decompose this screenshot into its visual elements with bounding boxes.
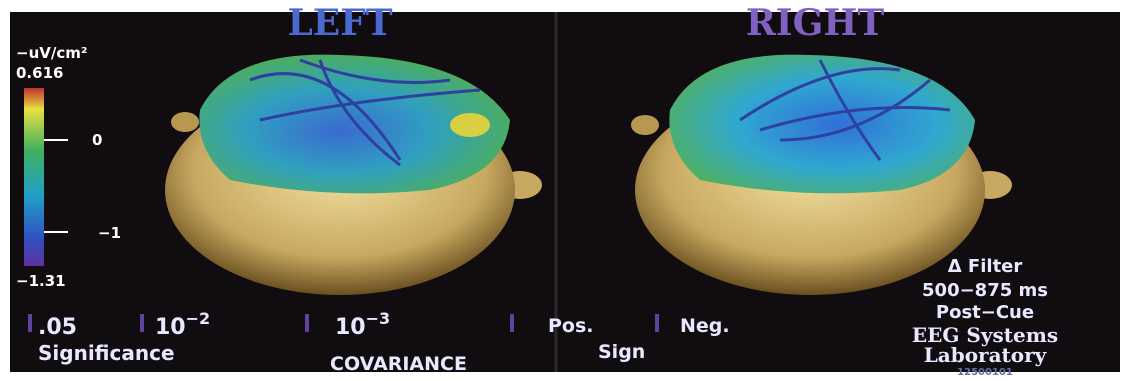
legend-label: Significance bbox=[38, 341, 175, 365]
panel-title: RIGHT bbox=[746, 2, 885, 44]
legend-swatch bbox=[140, 314, 144, 332]
legend-swatch bbox=[28, 314, 32, 332]
colorbar-label: −1.31 bbox=[16, 272, 66, 290]
legend-item: Pos. bbox=[548, 315, 594, 337]
legend-item: Neg. bbox=[680, 315, 730, 337]
base: 10 bbox=[335, 315, 366, 340]
left-head bbox=[165, 54, 542, 295]
colorbar-unit: −uV/cm² bbox=[16, 44, 87, 62]
exponent: −2 bbox=[186, 309, 211, 328]
right-head bbox=[631, 54, 1012, 295]
legend-label: Sign bbox=[598, 341, 645, 363]
colorbar bbox=[24, 88, 44, 266]
colorbar-label: 0 bbox=[92, 131, 102, 149]
code: 12500101 bbox=[957, 367, 1013, 377]
info-line: 500−875 ms bbox=[922, 280, 1048, 301]
lab-name: EEG Systems bbox=[912, 323, 1058, 347]
legend-label: COVARIANCE bbox=[330, 353, 467, 375]
colorbar-label: −1 bbox=[98, 224, 121, 242]
legend-item: 10−2 bbox=[155, 309, 210, 340]
lab-name: Laboratory bbox=[924, 343, 1048, 367]
exponent: −3 bbox=[366, 309, 391, 328]
legend-swatch bbox=[510, 314, 514, 332]
info-line: Post−Cue bbox=[936, 302, 1034, 323]
legend-swatch bbox=[305, 314, 309, 332]
legend-swatch bbox=[655, 314, 659, 332]
legend-item: .05 bbox=[38, 315, 77, 340]
legend-item: 10−3 bbox=[335, 309, 390, 340]
base: 10 bbox=[155, 315, 186, 340]
colorbar-label: 0.616 bbox=[16, 64, 63, 82]
panel-title: LEFT bbox=[287, 2, 392, 44]
info-line: Δ Filter bbox=[948, 256, 1023, 277]
